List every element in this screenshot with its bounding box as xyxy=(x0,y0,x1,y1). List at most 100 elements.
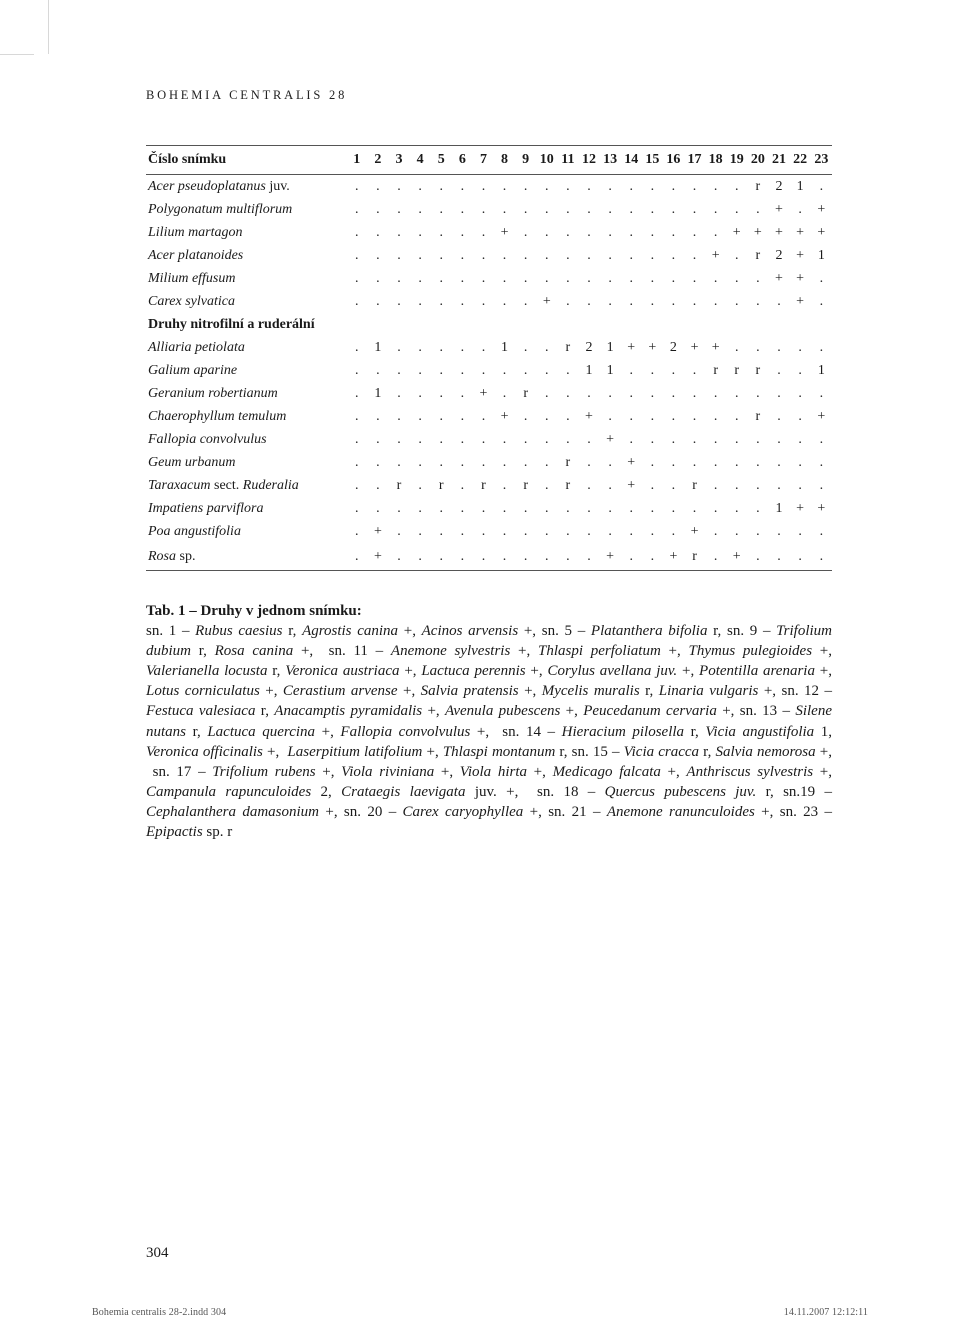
cell xyxy=(747,313,768,336)
cell: . xyxy=(578,290,599,313)
cell: . xyxy=(642,290,663,313)
row-label: Druhy nitrofilní a ruderální xyxy=(146,313,346,336)
cell: . xyxy=(600,474,621,497)
cell: . xyxy=(684,382,705,405)
cell xyxy=(557,313,578,336)
col-header: 4 xyxy=(410,146,431,175)
table-row: Impatiens parviflora....................… xyxy=(146,497,832,520)
cell: . xyxy=(642,543,663,571)
cell: . xyxy=(367,198,388,221)
cell: r xyxy=(557,451,578,474)
cell: . xyxy=(536,175,557,199)
cell: + xyxy=(684,520,705,543)
cell: + xyxy=(367,520,388,543)
cell: . xyxy=(747,336,768,359)
cell: . xyxy=(578,175,599,199)
cell: . xyxy=(515,267,536,290)
caption-body: sn. 1 – Rubus caesius r, Agrostis canina… xyxy=(146,623,832,840)
cell: . xyxy=(346,290,367,313)
cell: . xyxy=(642,428,663,451)
cell: . xyxy=(473,520,494,543)
cell: + xyxy=(621,336,642,359)
cell: . xyxy=(705,382,726,405)
cell: + xyxy=(811,198,832,221)
cell: . xyxy=(346,198,367,221)
cell: . xyxy=(747,543,768,571)
cell: . xyxy=(536,405,557,428)
cell xyxy=(431,313,452,336)
cell: . xyxy=(367,244,388,267)
cell: . xyxy=(431,221,452,244)
cell: . xyxy=(705,267,726,290)
cell xyxy=(452,313,473,336)
cell: . xyxy=(663,290,684,313)
cell xyxy=(388,313,409,336)
col-header: 10 xyxy=(536,146,557,175)
cell: . xyxy=(811,520,832,543)
cell: . xyxy=(473,267,494,290)
table-row: Fallopia convolvulus............+.......… xyxy=(146,428,832,451)
cell: . xyxy=(346,451,367,474)
cell: . xyxy=(452,175,473,199)
cell: . xyxy=(642,520,663,543)
col-header: 12 xyxy=(578,146,599,175)
cell: . xyxy=(346,244,367,267)
cell: . xyxy=(663,244,684,267)
cell: r xyxy=(747,244,768,267)
cell: . xyxy=(431,405,452,428)
cell: . xyxy=(790,451,811,474)
cell: 1 xyxy=(367,382,388,405)
cell: r xyxy=(557,474,578,497)
cell: + xyxy=(600,543,621,571)
cell: . xyxy=(452,244,473,267)
cell: . xyxy=(557,175,578,199)
cell: + xyxy=(726,221,747,244)
table-row: Alliaria petiolata.1.....1..r21++2++....… xyxy=(146,336,832,359)
cell: . xyxy=(494,198,515,221)
cell: . xyxy=(431,244,452,267)
col-header: 16 xyxy=(663,146,684,175)
cell xyxy=(494,313,515,336)
cell: . xyxy=(452,267,473,290)
cell xyxy=(726,313,747,336)
slug-left: Bohemia centralis 28-2.indd 304 xyxy=(92,1307,226,1318)
cell: + xyxy=(705,244,726,267)
cell: . xyxy=(346,520,367,543)
cell: r xyxy=(747,359,768,382)
cell: . xyxy=(726,520,747,543)
cell: . xyxy=(367,175,388,199)
cell: . xyxy=(367,221,388,244)
cell: + xyxy=(621,451,642,474)
caption-title: Tab. 1 – Druhy v jednom snímku: xyxy=(146,603,362,619)
cell: + xyxy=(705,336,726,359)
cell: . xyxy=(747,451,768,474)
cell: . xyxy=(642,359,663,382)
cell: . xyxy=(642,221,663,244)
cell: . xyxy=(367,497,388,520)
cell: r xyxy=(747,405,768,428)
cell: 1 xyxy=(494,336,515,359)
cell: 2 xyxy=(768,175,789,199)
cell: . xyxy=(410,497,431,520)
cell xyxy=(705,313,726,336)
table-row: Acer pseudoplatanus juv.................… xyxy=(146,175,832,199)
cell: + xyxy=(663,543,684,571)
cell: . xyxy=(515,244,536,267)
cell: 1 xyxy=(811,359,832,382)
col-header: 8 xyxy=(494,146,515,175)
cell: . xyxy=(684,175,705,199)
cell: . xyxy=(557,244,578,267)
cell: . xyxy=(790,474,811,497)
cell: . xyxy=(684,497,705,520)
table-row: Rosa sp..+..........+..+r.+.... xyxy=(146,543,832,571)
cell: . xyxy=(515,198,536,221)
cell: . xyxy=(621,405,642,428)
cell: + xyxy=(790,267,811,290)
table-row: Geranium robertianum.1....+.r...........… xyxy=(146,382,832,405)
cell: . xyxy=(536,336,557,359)
cell: . xyxy=(600,290,621,313)
table-row: Taraxacum sect. Ruderalia..r.r.r.r.r..+.… xyxy=(146,474,832,497)
cell: . xyxy=(663,221,684,244)
cell: . xyxy=(747,382,768,405)
table-row: Chaerophyllum temulum.......+...+.......… xyxy=(146,405,832,428)
